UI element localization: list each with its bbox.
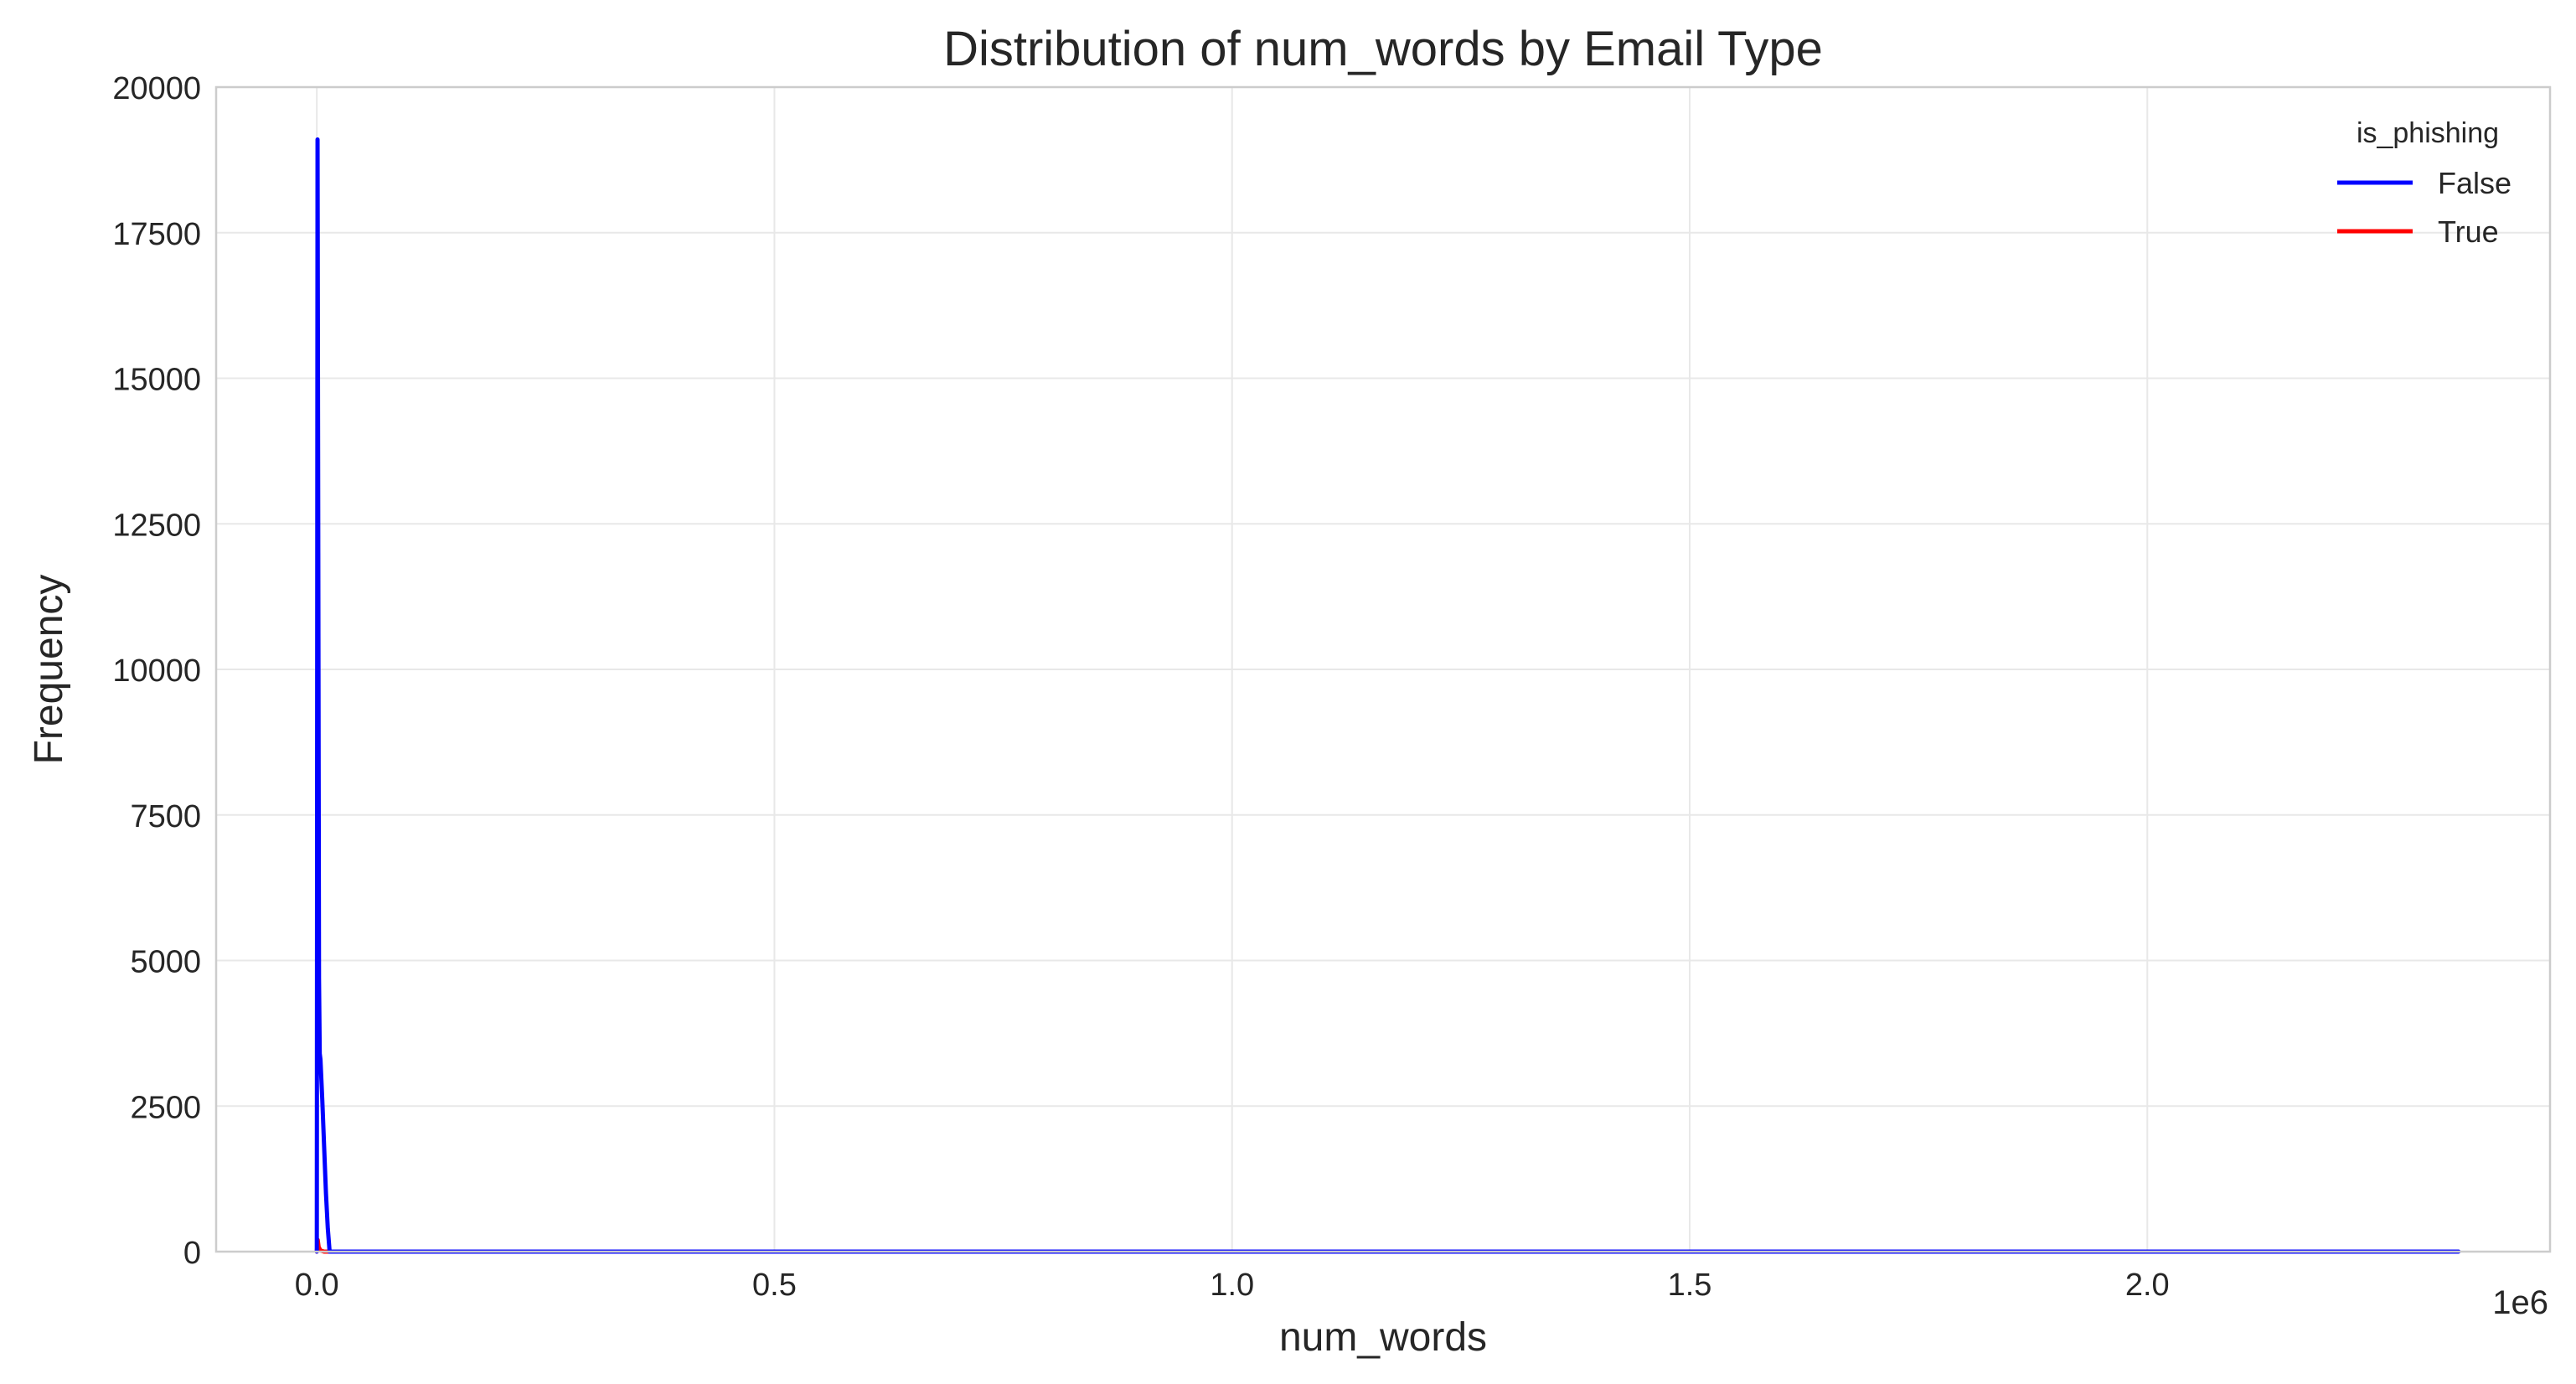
x-tick-labels: 0.0 0.5 1.0 1.5 2.0 [295, 1268, 2170, 1303]
x-tick-label: 0.5 [752, 1268, 797, 1303]
y-tick-label: 20000 [112, 71, 201, 106]
x-offset-text: 1e6 [2492, 1284, 2548, 1321]
x-tick-label: 1.5 [1668, 1268, 1712, 1303]
legend-label-true: True [2438, 214, 2499, 249]
chart-title: Distribution of num_words by Email Type [943, 22, 1823, 76]
y-axis-label: Frequency [27, 575, 71, 765]
y-tick-label: 12500 [112, 508, 201, 543]
y-tick-label: 17500 [112, 217, 201, 252]
y-tick-label: 5000 [130, 945, 201, 980]
x-axis-label: num_words [1279, 1315, 1487, 1360]
plot-frame [214, 85, 2552, 1253]
x-tick-label: 0.0 [295, 1268, 339, 1303]
y-tick-label: 0 [183, 1236, 201, 1271]
legend-title: is_phishing [2357, 117, 2499, 149]
y-tick-label: 2500 [130, 1090, 201, 1125]
legend: is_phishing False True [2337, 117, 2511, 249]
y-tick-label: 15000 [112, 363, 201, 398]
y-tick-label: 7500 [130, 799, 201, 834]
legend-entry-false: False [2337, 166, 2511, 200]
x-tick-label: 2.0 [2125, 1268, 2170, 1303]
y-tick-labels: 0 2500 5000 7500 10000 12500 15000 17500 20000 [112, 71, 201, 1271]
legend-entry-true: True [2337, 214, 2499, 249]
legend-label-false: False [2438, 166, 2511, 200]
x-tick-label: 1.0 [1210, 1268, 1254, 1303]
y-tick-label: 10000 [112, 653, 201, 689]
